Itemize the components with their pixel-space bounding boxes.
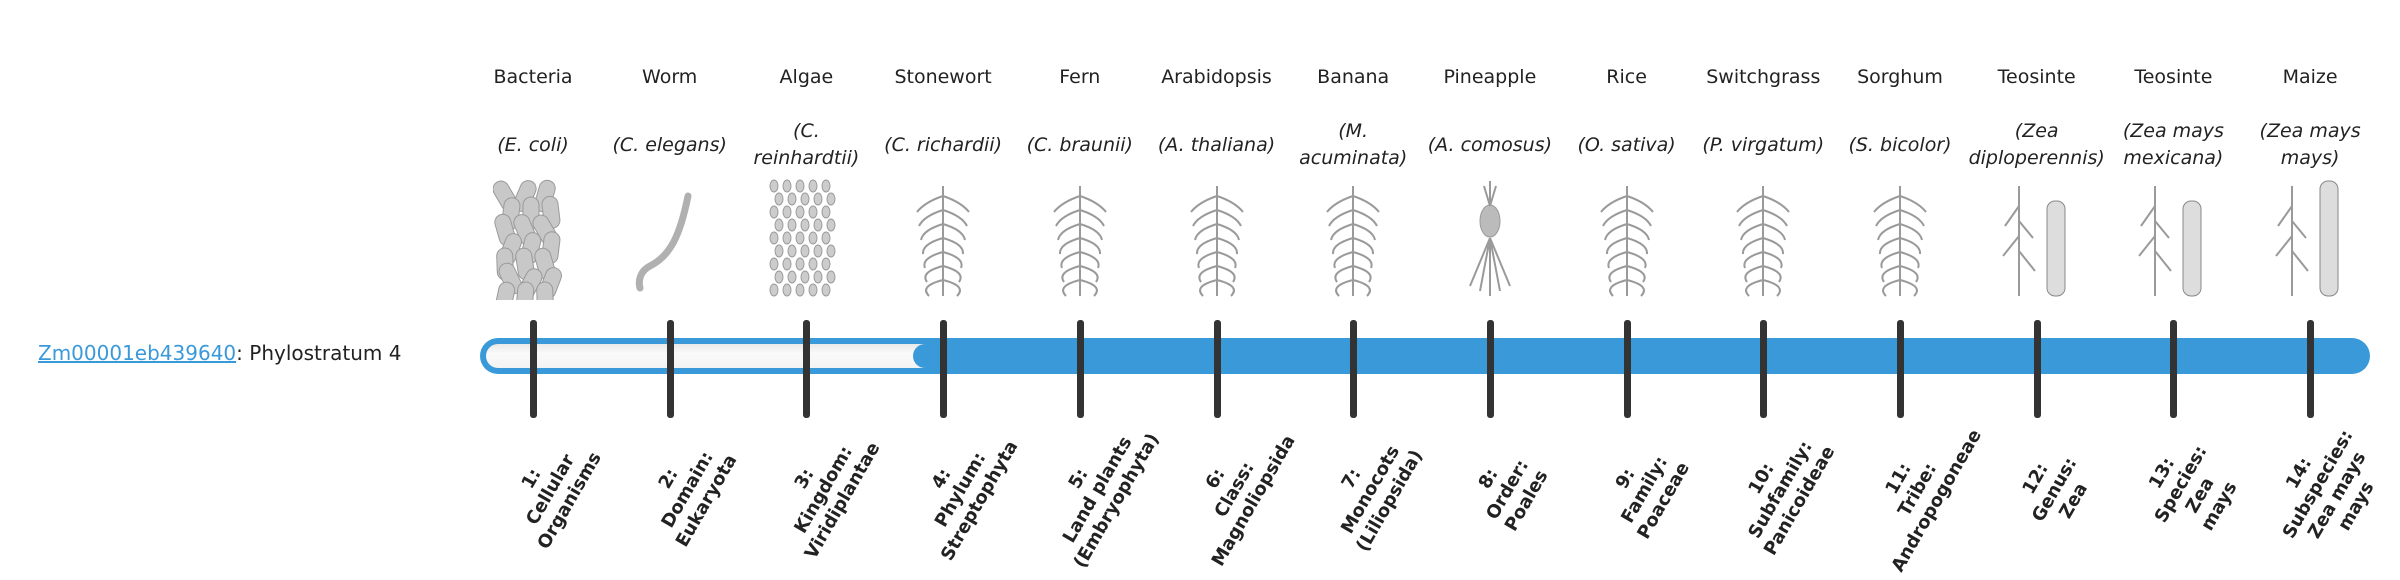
stratum-tick — [666, 320, 674, 418]
scientific-name-text: (M. acuminata) — [1299, 120, 1408, 169]
organism-scientific-name: (O. sativa) — [1559, 110, 1695, 180]
stonewort-icon — [875, 176, 1011, 300]
stratum-label: 2: Domain: Eukaryota — [633, 429, 742, 551]
organism-common-name: Maize — [2282, 66, 2338, 88]
organism-common-name: Teosinte — [2134, 66, 2213, 88]
organism-scientific-name: (E. coli) — [465, 110, 601, 180]
stratum-label: 7: Monocots (Liliopsida) — [1314, 424, 1428, 555]
scientific-name-text: (A. comosus) — [1427, 133, 1553, 156]
scientific-name-text: (A. thaliana) — [1157, 133, 1276, 156]
organism-common-name: Banana — [1317, 66, 1390, 88]
stratum-label: 4: Phylum: Streptophyta — [899, 415, 1024, 565]
organism-scientific-name: (A. thaliana) — [1149, 110, 1285, 180]
scientific-name-text: (O. sativa) — [1577, 133, 1676, 156]
fern-icon — [1012, 176, 1148, 300]
organism-common-name: Sorghum — [1857, 66, 1943, 88]
scientific-name-text: (E. coli) — [497, 133, 569, 156]
gene-link[interactable]: Zm00001eb439640 — [38, 341, 237, 365]
scientific-name-text: (C. braunii) — [1026, 133, 1133, 156]
stratum-label: 6: Class: Magnoliopsida — [1169, 410, 1300, 571]
stratum-label: 3: Kingdom: Viridiplantae — [763, 417, 886, 563]
organism-common-name: Worm — [642, 66, 698, 88]
phylostratum-bar — [480, 338, 2370, 374]
organism-scientific-name: (P. virgatum) — [1695, 110, 1831, 180]
bar-unfilled — [486, 344, 944, 368]
organism-common-name: Rice — [1606, 66, 1647, 88]
organism-scientific-name: (C. richardii) — [875, 110, 1011, 180]
stratum-label: 1: Cellular Organisms — [495, 427, 606, 554]
stratum-tick — [1486, 320, 1494, 418]
scientific-name-text: (S. bicolor) — [1848, 133, 1952, 156]
phylostratum-text: : Phylostratum 4 — [236, 341, 402, 365]
maize-icon — [2242, 176, 2378, 300]
rice-icon — [1559, 176, 1695, 300]
organism-scientific-name: (C. braunii) — [1012, 110, 1148, 180]
worm-icon — [602, 176, 738, 300]
scientific-name-text: (C. elegans) — [612, 133, 727, 156]
stratum-tick — [1213, 320, 1221, 418]
stratum-tick — [803, 320, 811, 418]
stratum-label: 13: Species: Zea mays — [2132, 431, 2251, 549]
organism-scientific-name: (Zea mays mexicana) — [2105, 110, 2241, 180]
scientific-name-text: (C. richardii) — [884, 133, 1002, 156]
pineapple-icon — [1422, 176, 1558, 300]
organism-scientific-name: (C. reinhardtii) — [738, 110, 874, 180]
stratum-tick — [1623, 320, 1631, 418]
scientific-name-text: (Zea diploperennis) — [1968, 120, 2105, 169]
stratum-label: 9: Family: Poaceae — [1595, 437, 1695, 544]
bacteria-icon — [465, 176, 601, 300]
stratum-label: 11: Tribe: Andropogoneae — [1849, 404, 1987, 576]
stratum-tick — [1350, 320, 1358, 418]
organism-common-name: Arabidopsis — [1161, 66, 1272, 88]
sorghum-icon — [1832, 176, 1968, 300]
organism-common-name: Algae — [779, 66, 834, 88]
scientific-name-text: (P. virgatum) — [1702, 133, 1825, 156]
stratum-tick — [530, 320, 537, 418]
banana-icon — [1285, 176, 1421, 300]
stratum-tick — [2033, 320, 2041, 418]
stratum-tick — [1076, 320, 1084, 418]
switchgrass-icon — [1695, 176, 1831, 300]
scientific-name-text: (Zea mays mays) — [2259, 120, 2361, 169]
teosinte-icon — [1969, 176, 2105, 300]
organism-common-name: Stonewort — [894, 66, 992, 88]
organism-scientific-name: (S. bicolor) — [1832, 110, 1968, 180]
bar-fill-start — [913, 344, 944, 368]
organism-scientific-name: (A. comosus) — [1422, 110, 1558, 180]
organism-common-name: Pineapple — [1443, 66, 1537, 88]
organism-common-name: Fern — [1059, 66, 1101, 88]
stratum-tick — [2170, 320, 2178, 418]
stratum-tick — [1760, 320, 1768, 418]
organism-common-name: Teosinte — [1997, 66, 2076, 88]
stratum-label: 10: Subfamily: Panicoideae — [1722, 420, 1840, 559]
gene-label: Zm00001eb439640: Phylostratum 4 — [38, 341, 401, 365]
organism-scientific-name: (M. acuminata) — [1285, 110, 1421, 180]
scientific-name-text: (C. reinhardtii) — [753, 120, 860, 169]
teosinte-icon — [2105, 176, 2241, 300]
stratum-label: 12: Genus: Zea — [2008, 443, 2100, 537]
stratum-label: 5: Land plants (Embryophyta) — [1031, 408, 1164, 572]
arabidopsis-icon — [1149, 176, 1285, 300]
stratum-tick — [2307, 320, 2315, 418]
organism-scientific-name: (Zea mays mays) — [2242, 110, 2378, 180]
organism-scientific-name: (Zea diploperennis) — [1969, 110, 2105, 180]
scientific-name-text: (Zea mays mexicana) — [2122, 120, 2224, 169]
stratum-label: 14: Subspecies: Zea mays mays — [2260, 415, 2397, 564]
organism-common-name: Switchgrass — [1706, 66, 1821, 88]
stratum-label: 8: Order: Poales — [1463, 445, 1554, 536]
organism-common-name: Bacteria — [493, 66, 573, 88]
stratum-tick — [1897, 320, 1904, 418]
algae-icon — [738, 176, 874, 300]
stratum-tick — [940, 320, 948, 418]
organism-scientific-name: (C. elegans) — [602, 110, 738, 180]
